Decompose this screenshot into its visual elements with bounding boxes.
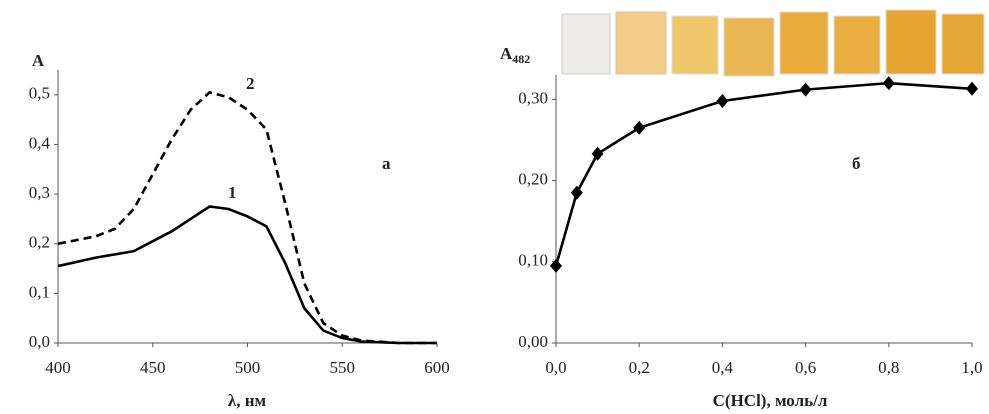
data-point [882,76,895,91]
series-label: 2 [246,74,255,93]
sample-swatches [561,9,985,77]
data-point [570,185,583,200]
data-line [554,81,973,267]
x-axis-label: C(HCl), моль/л [713,391,828,410]
swatch [561,13,611,75]
swatch [671,15,719,75]
y-tick-label: 0,0 [29,332,50,351]
x-tick-label: 550 [330,358,356,377]
data-line [57,90,437,345]
y-tick-label: 0,1 [29,282,50,301]
y-tick-label: 0,2 [29,233,50,252]
x-tick-label: 0,4 [712,358,734,377]
data-point [591,146,604,161]
panel-label: б [852,154,861,173]
data-point [716,93,729,108]
y-axis-label-main: A [500,44,513,63]
y-axis-label-sub: 482 [512,52,530,66]
y-axis-label: A [32,51,45,70]
y-tick-label: 0,00 [518,332,548,351]
x-tick-label: 400 [45,358,71,377]
panel-label: а [382,154,391,173]
swatch [615,11,667,75]
y-axis-label-main: A [32,51,45,70]
y-axis-label: A482 [500,44,530,66]
y-tick-label: 0,30 [518,88,548,107]
swatch [779,11,829,75]
x-tick-label: 450 [140,358,166,377]
data-point [550,258,562,273]
x-tick-label: 0,6 [795,358,816,377]
swatch [885,9,937,75]
data-line [57,205,437,345]
y-tick-label: 0,20 [518,169,548,188]
swatch [833,15,881,75]
x-tick-label: 500 [235,358,261,377]
series-label: 1 [228,183,237,202]
y-tick-label: 0,5 [29,84,50,103]
x-axis-label: λ, нм [228,391,267,410]
y-tick-label: 0,4 [29,133,51,152]
x-tick-label: 0,2 [629,358,650,377]
data-point [799,82,812,97]
x-tick-label: 0,8 [878,358,899,377]
y-tick-label: 0,10 [518,251,548,270]
x-tick-label: 1,0 [961,358,982,377]
x-tick-label: 600 [424,358,450,377]
x-tick-label: 0,0 [545,358,566,377]
data-point [966,81,978,96]
swatch [723,17,775,77]
swatch [941,13,985,75]
y-tick-label: 0,3 [29,183,50,202]
data-point [633,120,646,135]
